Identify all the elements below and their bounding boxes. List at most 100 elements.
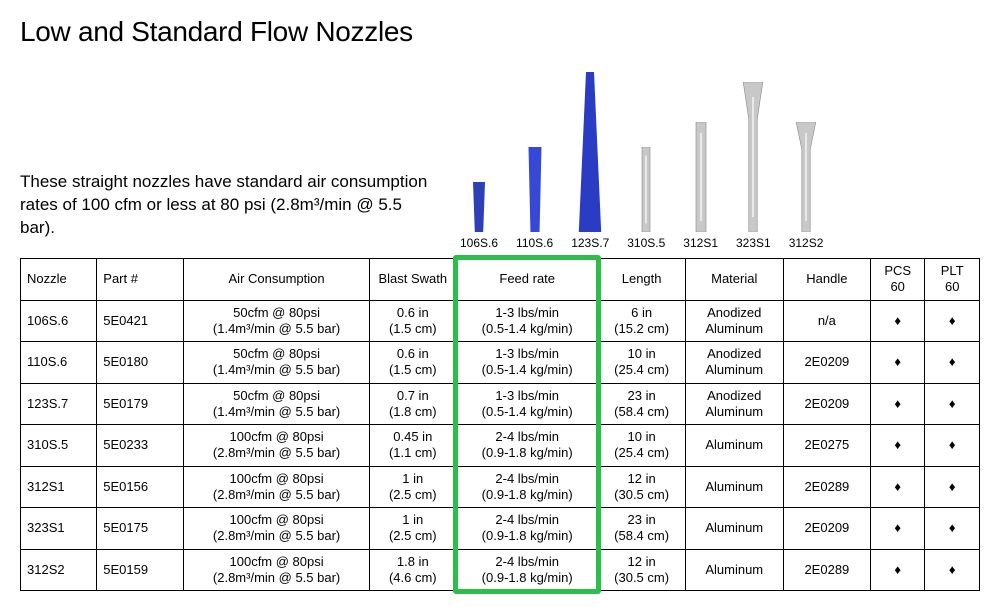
cell-plt: ♦ <box>925 466 980 508</box>
table-row: 310S.55E0233100cfm @ 80psi(2.8m³/min @ 5… <box>21 425 980 467</box>
cell-swath: 0.45 in(1.1 cm) <box>369 425 456 467</box>
col-header: Part # <box>97 259 184 301</box>
cell-feed: 2-4 lbs/min(0.9-1.8 kg/min) <box>456 508 598 550</box>
cell-nozzle: 323S1 <box>21 508 97 550</box>
nozzle-icon <box>736 82 770 232</box>
cell-handle: 2E0289 <box>783 549 870 591</box>
page-title: Low and Standard Flow Nozzles <box>20 16 969 48</box>
table-row: 323S15E0175100cfm @ 80psi(2.8m³/min @ 5.… <box>21 508 980 550</box>
col-header: Material <box>685 259 783 301</box>
cell-plt: ♦ <box>925 425 980 467</box>
cell-material: Aluminum <box>685 549 783 591</box>
cell-air: 50cfm @ 80psi(1.4m³/min @ 5.5 bar) <box>184 300 369 342</box>
cell-material: Aluminum <box>685 508 783 550</box>
table-row: 312S15E0156100cfm @ 80psi(2.8m³/min @ 5.… <box>21 466 980 508</box>
cell-length: 6 in(15.2 cm) <box>598 300 685 342</box>
cell-pcs: ♦ <box>870 300 924 342</box>
nozzle-label: 106S.6 <box>460 236 498 250</box>
cell-pcs: ♦ <box>870 342 924 384</box>
nozzle-image-123S.7: 123S.7 <box>571 72 609 250</box>
cell-handle: 2E0209 <box>783 383 870 425</box>
nozzle-icon <box>789 122 823 232</box>
nozzle-image-312S1: 312S1 <box>683 122 718 250</box>
cell-length: 23 in(58.4 cm) <box>598 508 685 550</box>
cell-part: 5E0159 <box>97 549 184 591</box>
cell-length: 10 in(25.4 cm) <box>598 425 685 467</box>
cell-part: 5E0233 <box>97 425 184 467</box>
cell-plt: ♦ <box>925 549 980 591</box>
cell-feed: 1-3 lbs/min(0.5-1.4 kg/min) <box>456 383 598 425</box>
nozzle-image-310S.5: 310S.5 <box>627 147 665 250</box>
cell-plt: ♦ <box>925 300 980 342</box>
col-header: PLT60 <box>925 259 980 301</box>
cell-length: 12 in(30.5 cm) <box>598 549 685 591</box>
cell-part: 5E0175 <box>97 508 184 550</box>
col-header: Feed rate <box>456 259 598 301</box>
nozzle-label: 323S1 <box>736 236 771 250</box>
cell-air: 100cfm @ 80psi(2.8m³/min @ 5.5 bar) <box>184 549 369 591</box>
col-header: Air Consumption <box>184 259 369 301</box>
table-row: 106S.65E042150cfm @ 80psi(1.4m³/min @ 5.… <box>21 300 980 342</box>
cell-part: 5E0179 <box>97 383 184 425</box>
cell-handle: 2E0209 <box>783 508 870 550</box>
cell-material: Aluminum <box>685 425 783 467</box>
cell-nozzle: 106S.6 <box>21 300 97 342</box>
col-header: Handle <box>783 259 870 301</box>
cell-swath: 1 in(2.5 cm) <box>369 466 456 508</box>
cell-plt: ♦ <box>925 508 980 550</box>
cell-nozzle: 312S1 <box>21 466 97 508</box>
nozzle-label: 123S.7 <box>571 236 609 250</box>
cell-air: 100cfm @ 80psi(2.8m³/min @ 5.5 bar) <box>184 425 369 467</box>
nozzle-label: 312S1 <box>683 236 718 250</box>
cell-feed: 1-3 lbs/min(0.5-1.4 kg/min) <box>456 342 598 384</box>
table-row: 123S.75E017950cfm @ 80psi(1.4m³/min @ 5.… <box>21 383 980 425</box>
nozzle-gallery: 106S.6 110S.6 123S.7 310S.5 312S1 323S1 312S2 <box>460 72 823 250</box>
nozzle-label: 110S.6 <box>516 236 553 250</box>
cell-plt: ♦ <box>925 342 980 384</box>
cell-handle: 2E0275 <box>783 425 870 467</box>
cell-air: 50cfm @ 80psi(1.4m³/min @ 5.5 bar) <box>184 342 369 384</box>
cell-nozzle: 110S.6 <box>21 342 97 384</box>
cell-swath: 0.6 in(1.5 cm) <box>369 342 456 384</box>
col-header: Length <box>598 259 685 301</box>
nozzle-label: 312S2 <box>789 236 824 250</box>
cell-length: 23 in(58.4 cm) <box>598 383 685 425</box>
col-header: Nozzle <box>21 259 97 301</box>
table-wrap: NozzlePart #Air ConsumptionBlast SwathFe… <box>20 258 969 591</box>
cell-pcs: ♦ <box>870 549 924 591</box>
cell-length: 12 in(30.5 cm) <box>598 466 685 508</box>
cell-nozzle: 312S2 <box>21 549 97 591</box>
nozzle-image-323S1: 323S1 <box>736 82 771 250</box>
cell-swath: 0.7 in(1.8 cm) <box>369 383 456 425</box>
nozzle-label: 310S.5 <box>627 236 665 250</box>
cell-swath: 0.6 in(1.5 cm) <box>369 300 456 342</box>
cell-material: AnodizedAluminum <box>685 300 783 342</box>
table-row: 312S25E0159100cfm @ 80psi(2.8m³/min @ 5.… <box>21 549 980 591</box>
cell-material: AnodizedAluminum <box>685 342 783 384</box>
top-row: These straight nozzles have standard air… <box>20 72 969 250</box>
table-row: 110S.65E018050cfm @ 80psi(1.4m³/min @ 5.… <box>21 342 980 384</box>
cell-part: 5E0156 <box>97 466 184 508</box>
spec-table: NozzlePart #Air ConsumptionBlast SwathFe… <box>20 258 980 591</box>
cell-pcs: ♦ <box>870 425 924 467</box>
nozzle-image-312S2: 312S2 <box>789 122 824 250</box>
nozzle-icon <box>571 72 609 232</box>
cell-pcs: ♦ <box>870 383 924 425</box>
intro-text: These straight nozzles have standard air… <box>20 171 440 250</box>
col-header: Blast Swath <box>369 259 456 301</box>
cell-feed: 2-4 lbs/min(0.9-1.8 kg/min) <box>456 466 598 508</box>
cell-plt: ♦ <box>925 383 980 425</box>
cell-swath: 1.8 in(4.6 cm) <box>369 549 456 591</box>
cell-pcs: ♦ <box>870 466 924 508</box>
cell-nozzle: 123S.7 <box>21 383 97 425</box>
cell-handle: 2E0209 <box>783 342 870 384</box>
cell-handle: 2E0289 <box>783 466 870 508</box>
nozzle-icon <box>464 182 494 232</box>
cell-length: 10 in(25.4 cm) <box>598 342 685 384</box>
nozzle-image-106S.6: 106S.6 <box>460 182 498 250</box>
cell-feed: 1-3 lbs/min(0.5-1.4 kg/min) <box>456 300 598 342</box>
cell-material: AnodizedAluminum <box>685 383 783 425</box>
nozzle-icon <box>634 147 658 232</box>
col-header: PCS60 <box>870 259 924 301</box>
cell-air: 50cfm @ 80psi(1.4m³/min @ 5.5 bar) <box>184 383 369 425</box>
